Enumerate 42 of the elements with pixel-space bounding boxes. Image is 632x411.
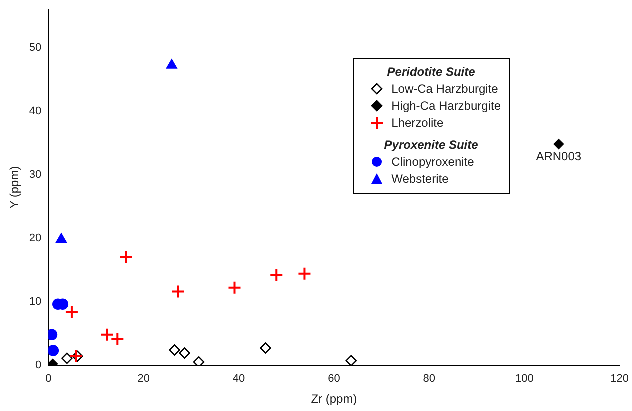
annotation: ARN003 (536, 150, 582, 164)
point (48, 345, 60, 356)
point (193, 356, 205, 366)
x-tick-label: 100 (515, 373, 534, 386)
point (64, 305, 79, 320)
legend-label: Websterite (392, 172, 449, 186)
point (100, 328, 114, 342)
point (69, 350, 84, 364)
x-axis-title: Zr (ppm) (311, 392, 358, 406)
legend-label: Clinopyroxenite (392, 155, 474, 169)
point (119, 250, 134, 264)
point (56, 233, 67, 243)
y-tick-label: 30 (29, 168, 42, 181)
annotation: Peridotite Suite (386, 65, 476, 79)
point (179, 348, 190, 359)
y-tick-label: 50 (29, 42, 42, 54)
legend-label: Lherzolite (392, 116, 444, 130)
point (554, 139, 564, 150)
point (166, 59, 178, 69)
x-tick-label: 40 (232, 373, 246, 386)
point (260, 342, 272, 354)
x-tick-label: 0 (46, 373, 52, 386)
y-tick-label: 40 (29, 105, 42, 118)
annotation: Pyroxenite Suite (383, 138, 480, 152)
point (270, 268, 284, 282)
point (62, 352, 73, 364)
x-tick-label: 120 (610, 373, 630, 386)
x-tick-label: 20 (138, 373, 150, 386)
point (110, 332, 125, 346)
legend-label: Low-Ca Harzburgite (392, 82, 498, 96)
point (169, 344, 180, 356)
y-axis-title: Y (ppm) (8, 166, 22, 209)
point (298, 266, 312, 281)
point (346, 355, 358, 366)
legend-label: High-Ca Harzburgite (392, 99, 501, 113)
point (228, 280, 242, 295)
x-tick-label: 60 (328, 373, 340, 386)
x-tick-label: 80 (423, 373, 436, 386)
y-tick-label: 10 (29, 296, 42, 308)
y-tick-label: 20 (29, 232, 42, 244)
y-tick-label: 0 (36, 359, 42, 372)
point (171, 284, 186, 299)
